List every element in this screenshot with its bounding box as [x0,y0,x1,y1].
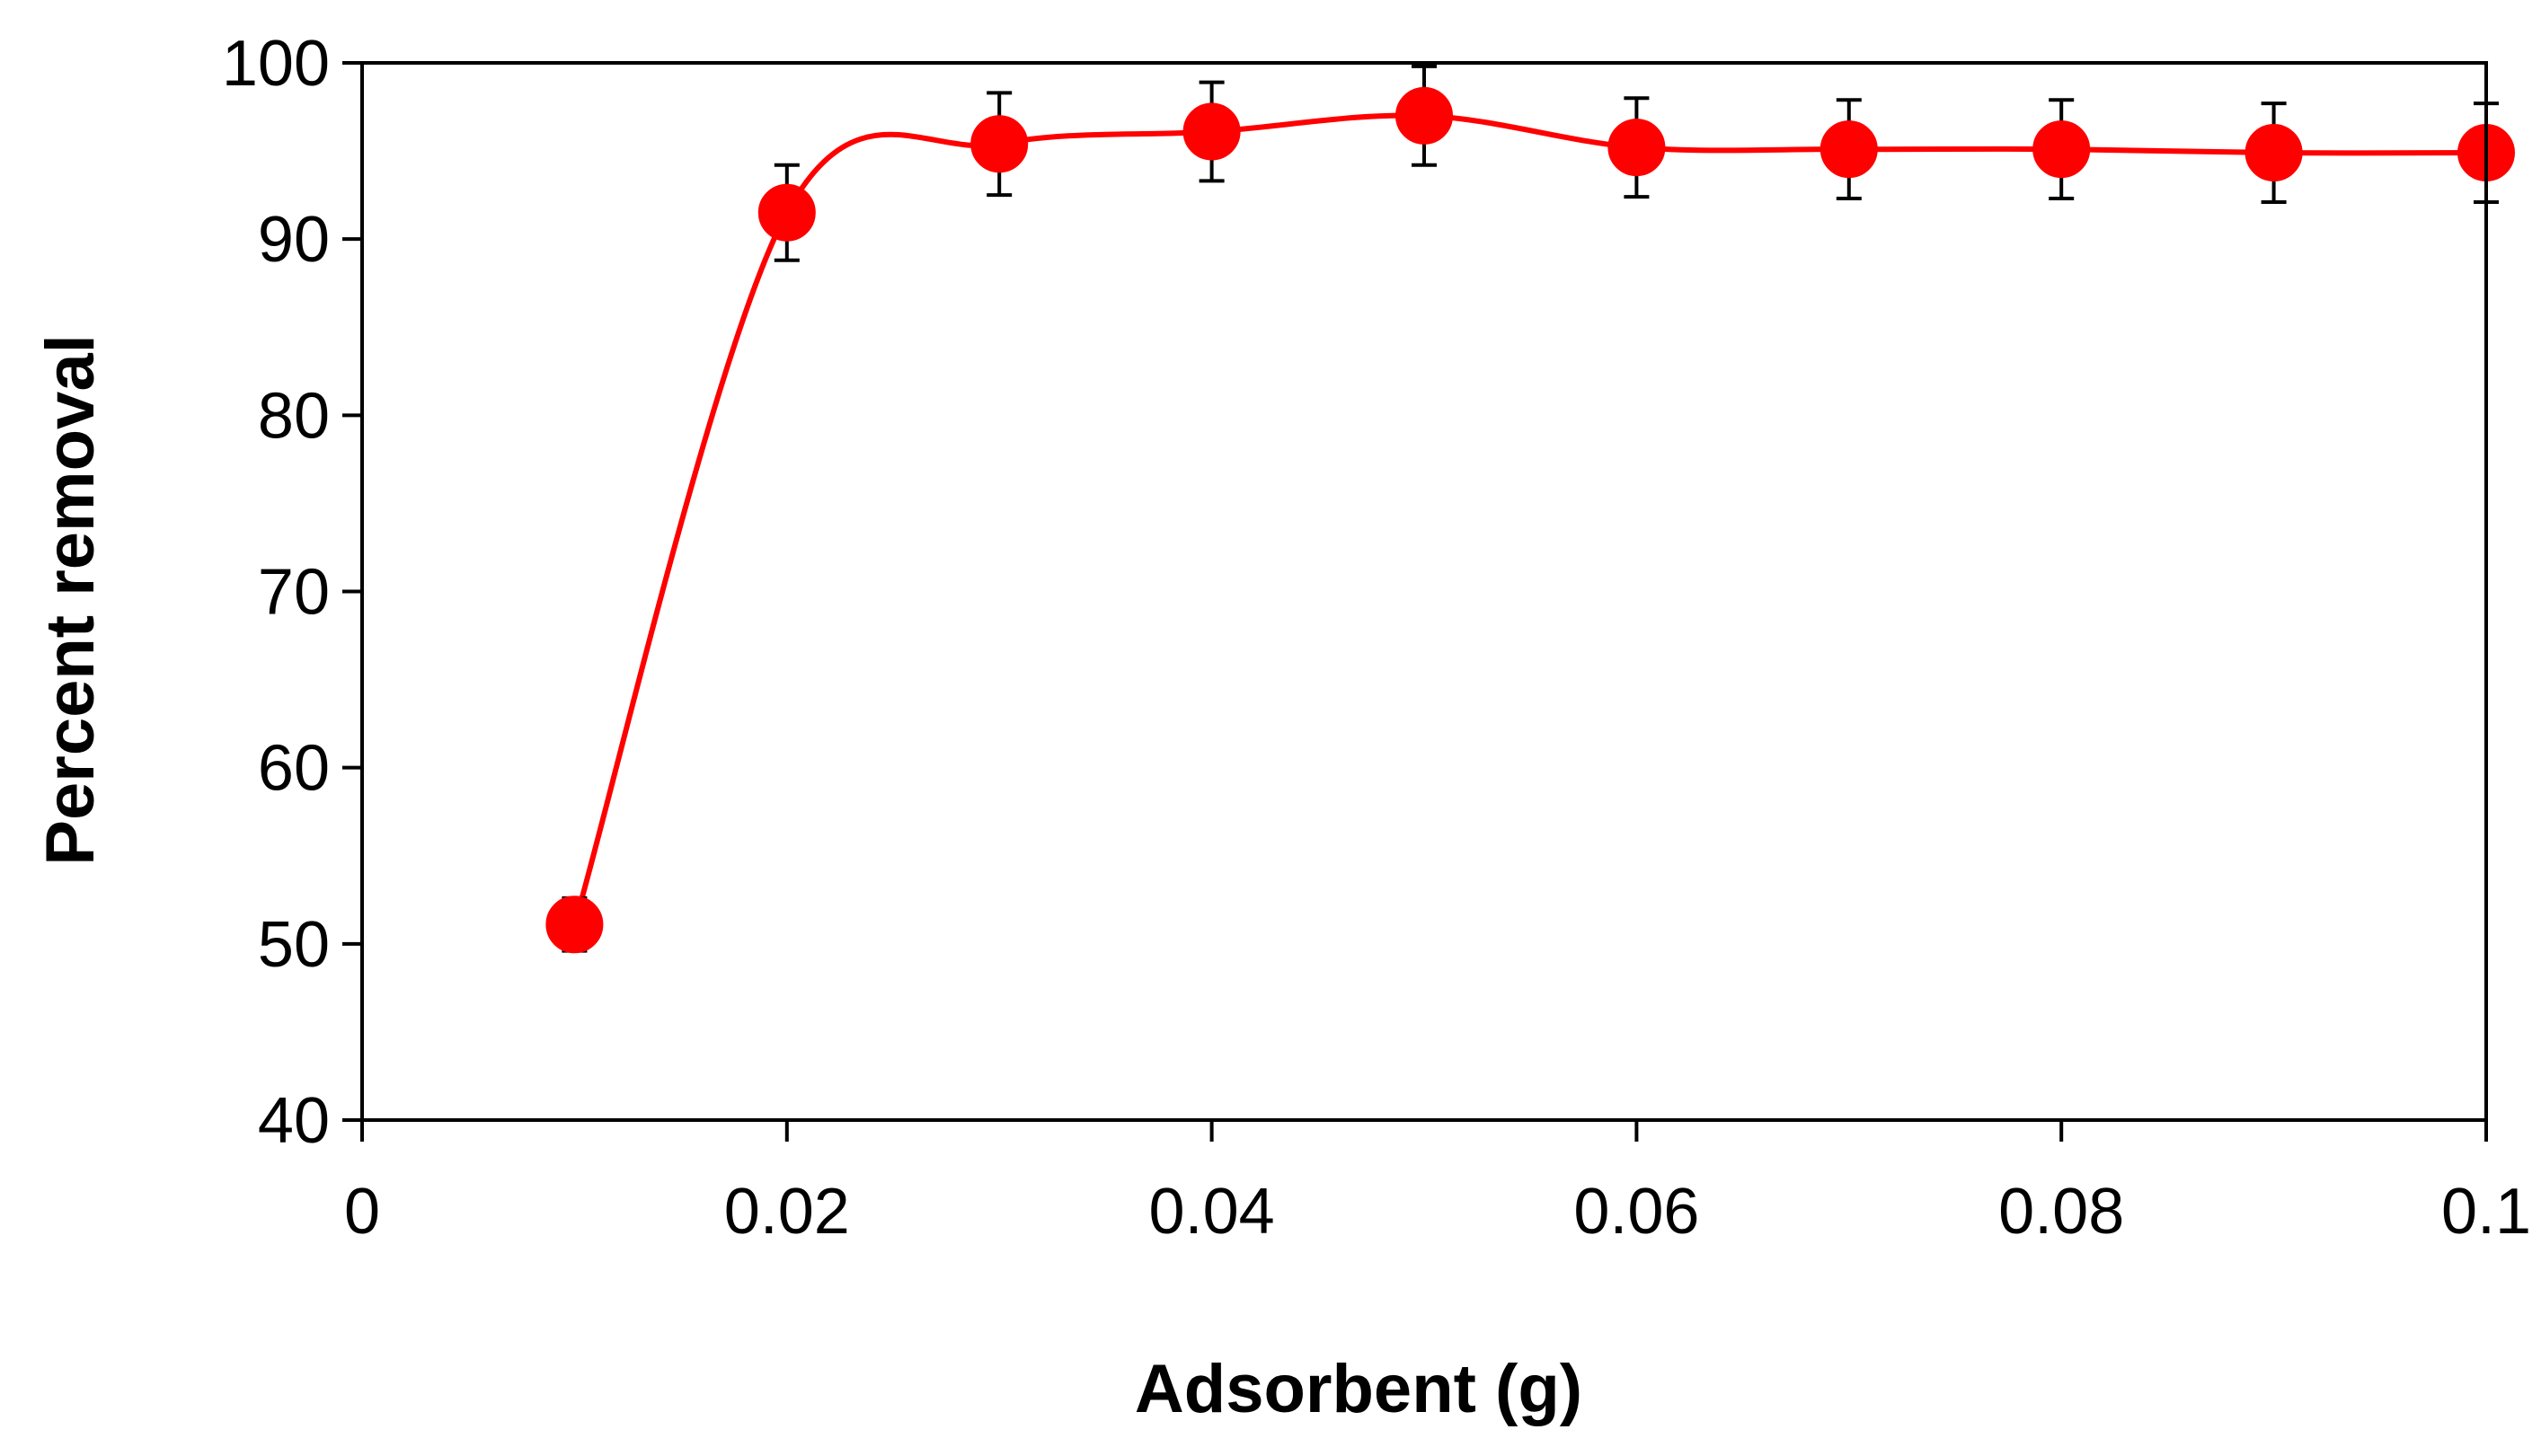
y-axis-title: Percent removal [32,334,109,865]
data-point [970,115,1029,173]
x-tick-label: 0.04 [1149,1176,1275,1248]
y-tick-label: 70 [258,557,330,629]
x-tick-label: 0 [344,1176,380,1248]
y-tick-label: 90 [258,204,330,276]
x-tick-label: 0.02 [724,1176,850,1248]
y-tick-label: 80 [258,380,330,452]
x-tick-label: 0.1 [2441,1176,2531,1248]
x-tick-label: 0.06 [1573,1176,1699,1248]
y-tick-label: 100 [222,28,330,100]
y-tick-label: 60 [258,733,330,805]
labels-layer: 40 50 60 70 80 90 100 0 0.02 0.04 0.06 0.08 0.1 [222,28,2531,1248]
axes-layer [342,61,2488,1142]
data-point [1607,119,1666,177]
series-layer [545,64,2515,954]
y-tick-label: 40 [258,1085,330,1157]
data-point [757,183,816,242]
data-point [1819,120,1878,179]
y-tick-label: 50 [258,909,330,981]
data-point [1182,102,1241,161]
x-axis-title: Adsorbent (g) [1135,1351,1582,1427]
data-point [2244,124,2303,182]
x-tick-label: 0.08 [1998,1176,2124,1248]
data-point [2032,120,2091,179]
data-point [1395,86,1453,145]
data-point [545,896,604,954]
